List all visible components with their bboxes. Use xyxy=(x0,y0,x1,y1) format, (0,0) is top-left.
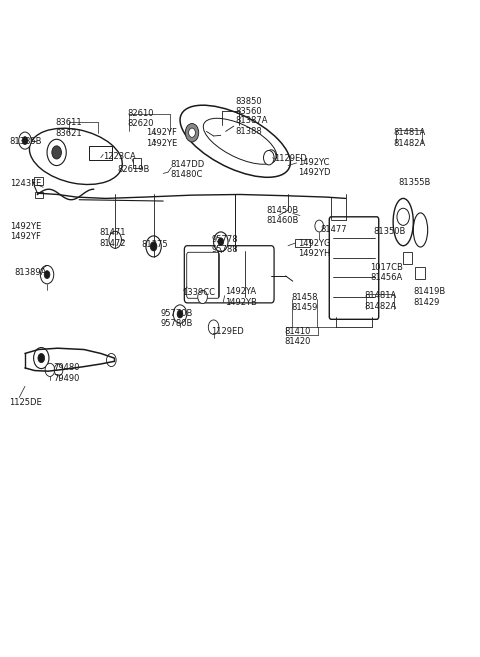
Circle shape xyxy=(146,236,161,257)
Text: 81458
81459: 81458 81459 xyxy=(292,292,318,312)
Circle shape xyxy=(40,265,54,284)
Text: 8147DD
81480C: 8147DD 81480C xyxy=(170,160,204,179)
Text: 82619B: 82619B xyxy=(118,165,150,174)
Circle shape xyxy=(189,128,195,137)
Circle shape xyxy=(109,231,121,248)
Bar xyxy=(35,192,43,198)
Text: 81410
81420: 81410 81420 xyxy=(285,327,311,346)
Circle shape xyxy=(315,220,324,232)
Text: 81387A
81388: 81387A 81388 xyxy=(235,116,268,136)
Circle shape xyxy=(266,150,276,163)
Text: 1017CB
81456A: 1017CB 81456A xyxy=(371,263,403,283)
Circle shape xyxy=(173,305,187,323)
Text: 83611
83621: 83611 83621 xyxy=(55,118,82,138)
Bar xyxy=(34,177,43,185)
Circle shape xyxy=(208,320,219,334)
Text: 81471
81472: 81471 81472 xyxy=(100,228,126,248)
Text: 81477: 81477 xyxy=(321,225,347,235)
Text: 81389A: 81389A xyxy=(14,268,47,277)
Text: 83850
83560: 83850 83560 xyxy=(235,97,262,116)
Circle shape xyxy=(177,310,183,318)
Circle shape xyxy=(38,353,45,363)
Text: 81350B: 81350B xyxy=(373,227,406,236)
Bar xyxy=(415,267,425,279)
Text: 1492YF
1492YE: 1492YF 1492YE xyxy=(146,128,178,148)
Circle shape xyxy=(214,232,228,252)
Circle shape xyxy=(218,238,224,246)
Text: 1492YC
1492YD: 1492YC 1492YD xyxy=(298,158,330,177)
Text: 81481A
81482A: 81481A 81482A xyxy=(394,128,426,148)
Circle shape xyxy=(22,137,28,145)
Text: 95770B
95780B: 95770B 95780B xyxy=(161,309,193,328)
Bar xyxy=(133,158,141,168)
Circle shape xyxy=(397,208,409,225)
Circle shape xyxy=(52,146,61,159)
Text: 81355B: 81355B xyxy=(398,178,431,187)
Circle shape xyxy=(150,242,157,251)
Text: 1125DE: 1125DE xyxy=(9,397,41,407)
Circle shape xyxy=(45,363,55,376)
Text: 1492YG
1492YH: 1492YG 1492YH xyxy=(298,238,330,258)
Circle shape xyxy=(19,132,31,149)
Text: 79480
79490: 79480 79490 xyxy=(53,363,79,383)
Bar xyxy=(295,239,310,247)
Bar xyxy=(403,252,412,264)
Circle shape xyxy=(44,271,50,279)
Text: 1339CC: 1339CC xyxy=(182,288,216,297)
Text: 81419B
81429: 81419B 81429 xyxy=(414,287,446,307)
Circle shape xyxy=(264,150,274,165)
Circle shape xyxy=(185,124,199,142)
Circle shape xyxy=(54,364,63,376)
Text: 82610
82620: 82610 82620 xyxy=(127,108,154,128)
Text: 81450B
81460B: 81450B 81460B xyxy=(266,206,299,225)
Text: 1492YE
1492YF: 1492YE 1492YF xyxy=(10,221,41,241)
Text: 1129ED: 1129ED xyxy=(274,154,306,164)
Text: 81385B: 81385B xyxy=(10,137,42,146)
Bar xyxy=(89,146,112,160)
Text: 95778
95788: 95778 95788 xyxy=(211,235,238,254)
Text: 1223CA: 1223CA xyxy=(103,152,136,161)
Text: 81481A
81482A: 81481A 81482A xyxy=(365,291,397,311)
Text: 1492YA
1492YB: 1492YA 1492YB xyxy=(225,287,256,307)
Circle shape xyxy=(198,290,207,304)
Text: 1243FE: 1243FE xyxy=(10,179,41,189)
Text: 81375: 81375 xyxy=(142,240,168,249)
Circle shape xyxy=(107,353,116,367)
Text: 1129ED: 1129ED xyxy=(211,327,244,336)
